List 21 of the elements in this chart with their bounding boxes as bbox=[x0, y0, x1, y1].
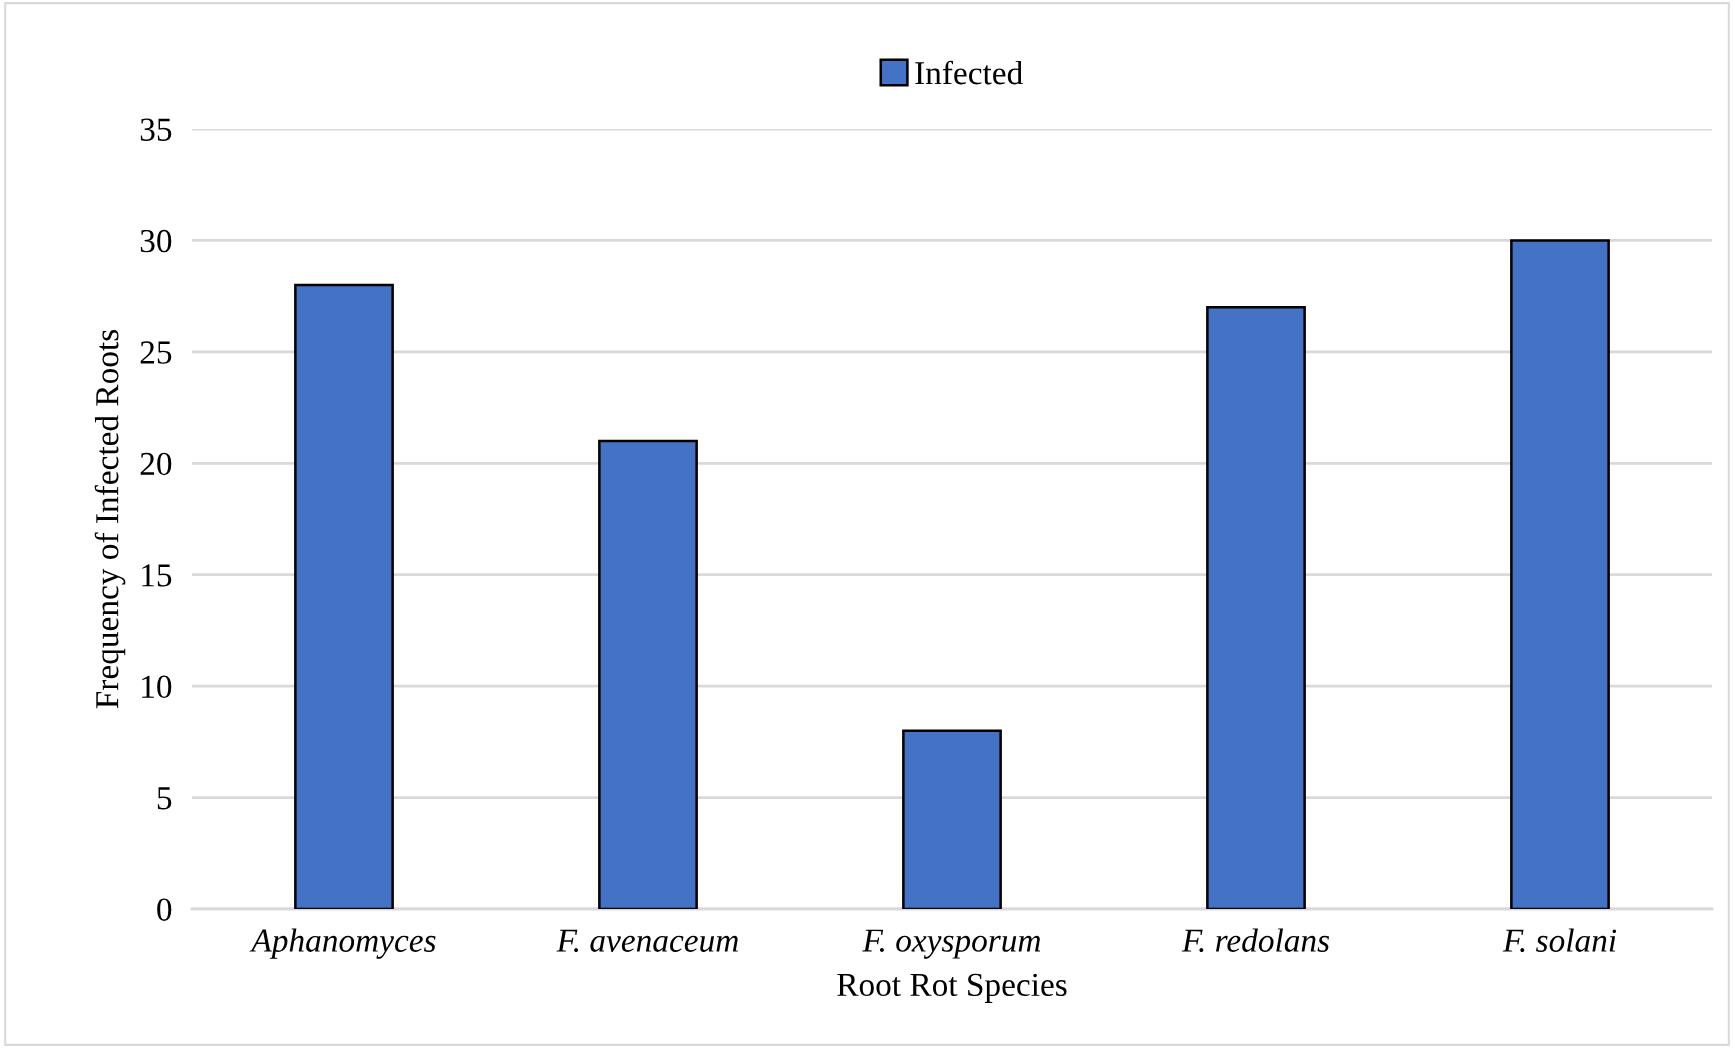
x-tick-label: F. oxysporum bbox=[862, 929, 1041, 959]
x-tick-label: Aphanomyces bbox=[249, 928, 436, 959]
bar bbox=[294, 283, 394, 909]
y-tick-label: 25 bbox=[140, 341, 172, 364]
x-axis-title: Root Rot Species bbox=[837, 973, 1067, 1003]
x-tick-label: F. avenaceum bbox=[556, 929, 738, 953]
legend-label: Infected bbox=[915, 60, 1023, 85]
bar bbox=[1206, 306, 1306, 909]
y-tick-label: 10 bbox=[142, 675, 172, 699]
y-tick-label: 20 bbox=[140, 452, 172, 476]
bar bbox=[598, 439, 698, 909]
y-tick-label: 30 bbox=[140, 229, 172, 253]
x-tick-label: F. redolans bbox=[1181, 928, 1330, 953]
bar bbox=[902, 729, 1002, 909]
x-tick-label: F. solani bbox=[1502, 928, 1617, 953]
y-tick-label: 35 bbox=[140, 118, 172, 141]
y-tick-label: 15 bbox=[142, 564, 172, 587]
y-tick-label: 0 bbox=[157, 898, 172, 921]
y-tick-label: 5 bbox=[157, 787, 172, 810]
y-axis-title: Frequency of Infected Roots bbox=[94, 329, 126, 709]
bar bbox=[1510, 239, 1610, 909]
